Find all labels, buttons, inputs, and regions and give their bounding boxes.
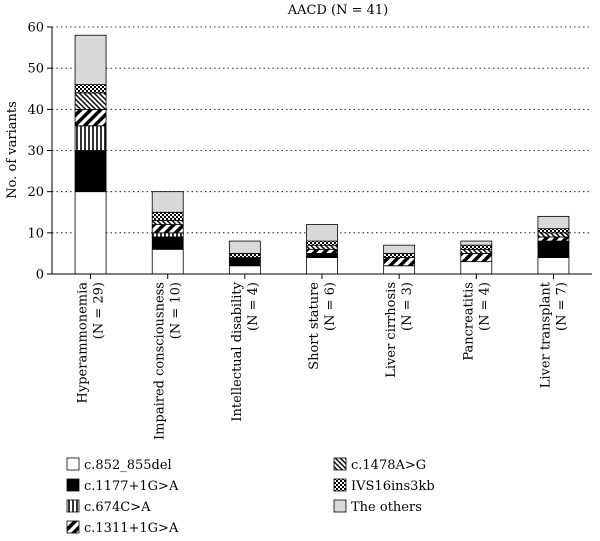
y-tick-label: 0 bbox=[36, 268, 44, 283]
legend-label: c.1478A>G bbox=[351, 458, 426, 473]
x-tick-label-count: (N = 7) bbox=[554, 282, 569, 331]
chart-title: AACD (N = 41) bbox=[287, 3, 389, 18]
y-tick-label: 40 bbox=[27, 103, 44, 118]
legend-label: IVS16ins3kb bbox=[351, 479, 435, 494]
y-tick-label: 20 bbox=[27, 185, 44, 200]
bar-segment-c-1311-1g-a bbox=[537, 236, 570, 242]
bar-segment-c-852-855del bbox=[460, 261, 493, 275]
bar-segment-ivs16ins3kb bbox=[306, 240, 338, 246]
legend-label: c.1177+1G>A bbox=[84, 479, 179, 494]
x-tick-label: Intellectual disability bbox=[230, 281, 245, 421]
legend-swatch bbox=[66, 478, 80, 492]
bar-segment-the-others bbox=[537, 215, 570, 230]
legend-swatch bbox=[333, 478, 347, 492]
bar-segment-c-1177-1g-a bbox=[151, 236, 184, 250]
bar-segment-c-1177-1g-a bbox=[537, 240, 570, 258]
legend-item-c-1177-1g-a: c.1177+1G>A bbox=[66, 478, 179, 494]
y-tick-label: 60 bbox=[27, 21, 44, 36]
axes: 0 10 20 30 40 50 60 bbox=[27, 21, 592, 283]
legend-swatch bbox=[66, 520, 80, 534]
bar-segment-c-1311-1g-a bbox=[460, 253, 493, 263]
bar-segment-c-1478a-g bbox=[151, 220, 184, 226]
bar-stack-liver-cirrhosis bbox=[383, 244, 416, 275]
bar-stack-short-stature bbox=[306, 224, 338, 275]
x-tick-label-count: (N = 6) bbox=[323, 282, 338, 331]
bar-segment-c-852-855del bbox=[151, 248, 184, 275]
legend-item-c-852-855del: c.852_855del bbox=[66, 457, 172, 473]
legend-swatch bbox=[66, 457, 80, 471]
legend-label: The others bbox=[351, 500, 422, 515]
bar-segment-c-1478a-g bbox=[537, 232, 570, 238]
bars bbox=[74, 34, 570, 275]
y-tick-label: 50 bbox=[27, 62, 44, 77]
bar-segment-c-674c-a bbox=[151, 232, 184, 238]
x-tick-label-count: (N = 3) bbox=[400, 282, 415, 331]
bar-segment-c-852-855del bbox=[228, 265, 261, 275]
bar-segment-c-1478a-g bbox=[306, 244, 338, 250]
bar-segment-c-852-855del bbox=[537, 257, 570, 275]
x-tick-label: Hyperammonemia bbox=[76, 282, 91, 404]
bar-segment-c-1177-1g-a bbox=[228, 257, 261, 267]
legend-item-c-674c-a: c.674C>A bbox=[66, 499, 151, 515]
bar-segment-c-1478a-g bbox=[460, 248, 493, 254]
bar-segment-ivs16ins3kb bbox=[383, 253, 416, 258]
y-axis-label: No. of variants bbox=[5, 101, 20, 199]
bar-stack-impaired-consciousness bbox=[151, 191, 184, 275]
x-tick-label: Liver transplant bbox=[538, 281, 553, 388]
bar-segment-c-1311-1g-a bbox=[306, 248, 338, 254]
x-tick-labels: Hyperammonemia (N = 29) Impaired conscious… bbox=[76, 281, 570, 440]
legend-item-the-others: The others bbox=[333, 499, 422, 515]
bar-stack-liver-transplant bbox=[537, 215, 570, 275]
bar-segment-the-others bbox=[151, 191, 184, 213]
legend-item-c-1311-1g-a: c.1311+1G>A bbox=[66, 520, 179, 536]
bar-segment-ivs16ins3kb bbox=[74, 84, 107, 94]
x-tick-label: Liver cirrhosis bbox=[384, 282, 399, 378]
bar-segment-the-others bbox=[460, 240, 493, 246]
bar-segment-the-others bbox=[383, 244, 416, 254]
legend-label: c.1311+1G>A bbox=[84, 521, 179, 536]
bar-segment-c-1177-1g-a bbox=[306, 253, 338, 258]
legend-label: c.852_855del bbox=[84, 458, 172, 473]
legend-swatch bbox=[66, 499, 80, 513]
bar-segment-c-674c-a bbox=[74, 125, 107, 151]
bar-segment-c-852-855del bbox=[74, 191, 107, 275]
x-tick-label-count: (N = 29) bbox=[92, 282, 107, 339]
bar-segment-c-1311-1g-a bbox=[151, 224, 184, 234]
bar-segment-the-others bbox=[228, 240, 261, 254]
bar-segment-c-1177-1g-a bbox=[74, 150, 107, 193]
bar-stack-hyperammonemia bbox=[74, 34, 107, 275]
legend-label: c.674C>A bbox=[84, 500, 151, 515]
x-tick-label-count: (N = 10) bbox=[169, 282, 184, 339]
y-tick-label: 30 bbox=[27, 144, 44, 159]
bar-stack-intellectual-disability bbox=[228, 240, 261, 275]
bar-segment-the-others bbox=[306, 224, 338, 242]
x-tick-label: Short stature bbox=[307, 282, 322, 370]
x-tick-label-count: (N = 4) bbox=[246, 282, 261, 331]
bar-segment-ivs16ins3kb bbox=[460, 244, 493, 250]
legend-item-ivs16ins3kb: IVS16ins3kb bbox=[333, 478, 435, 494]
bar-segment-the-others bbox=[74, 34, 107, 86]
y-tick-label: 10 bbox=[27, 226, 44, 241]
bar-segment-c-1311-1g-a bbox=[74, 108, 107, 127]
legend-item-c-1478a-g: c.1478A>G bbox=[333, 457, 426, 473]
bar-stack-pancreatitis bbox=[460, 240, 493, 275]
bar-segment-ivs16ins3kb bbox=[151, 211, 184, 221]
bar-segment-ivs16ins3kb bbox=[537, 228, 570, 234]
x-tick-label: Pancreatitis bbox=[461, 282, 476, 361]
x-tick-label: Impaired consciousness bbox=[153, 282, 168, 440]
bar-segment-c-1478a-g bbox=[74, 92, 107, 110]
bar-segment-ivs16ins3kb bbox=[228, 253, 261, 258]
x-tick-label-count: (N = 4) bbox=[477, 282, 492, 331]
legend: c.852_855del c.1177+1G>A c.674C>A c.1311+1G… bbox=[66, 457, 435, 536]
bar-segment-c-852-855del bbox=[306, 257, 338, 275]
legend-swatch bbox=[333, 499, 347, 513]
bar-segment-c-1311-1g-a bbox=[383, 257, 416, 267]
gridlines bbox=[52, 26, 592, 234]
legend-swatch bbox=[333, 457, 347, 471]
bar-segment-c-852-855del bbox=[383, 265, 416, 275]
